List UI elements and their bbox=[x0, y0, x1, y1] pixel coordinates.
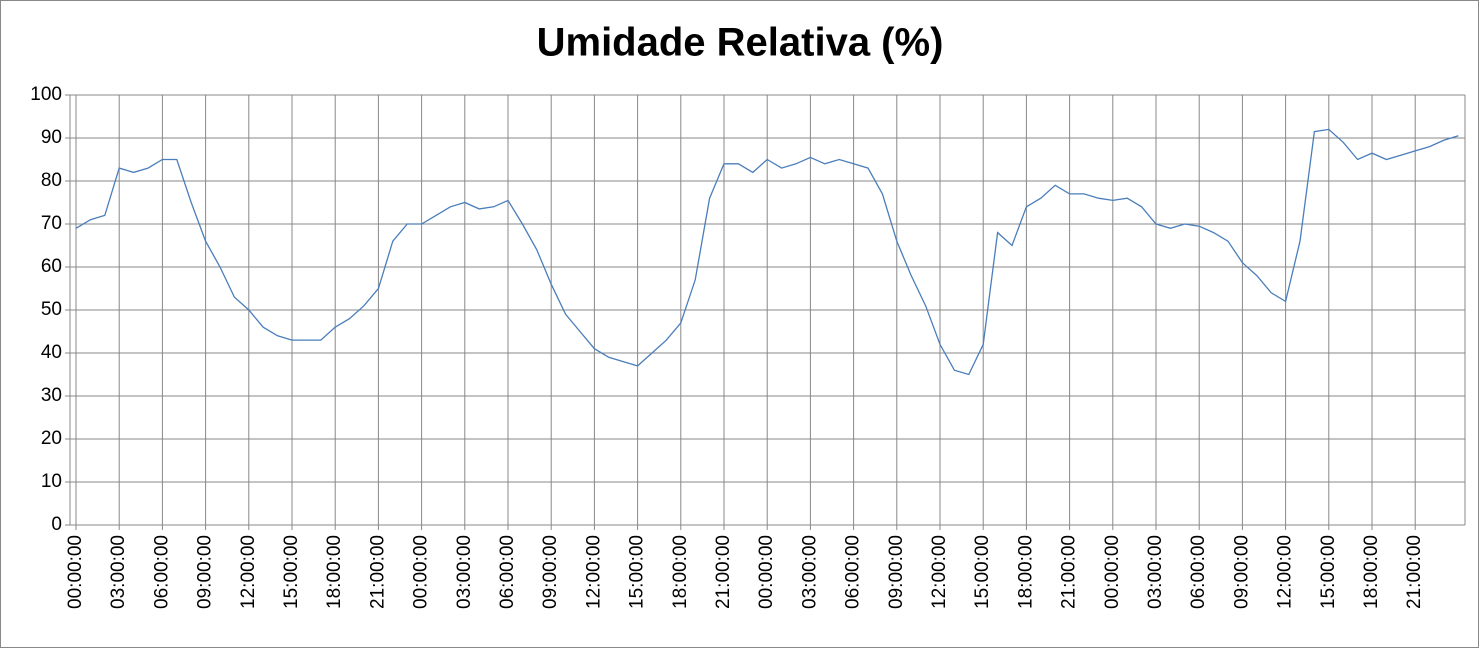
y-tick-label: 20 bbox=[41, 428, 62, 449]
x-tick-label: 09:00:00 bbox=[1231, 535, 1252, 609]
x-tick-label: 15:00:00 bbox=[281, 535, 302, 609]
x-tick-label: 00:00:00 bbox=[411, 535, 432, 609]
x-tick-label: 18:00:00 bbox=[1361, 535, 1382, 609]
x-tick-label: 09:00:00 bbox=[195, 535, 216, 609]
x-tick-label: 18:00:00 bbox=[324, 535, 345, 609]
x-tick-label: 21:00:00 bbox=[367, 535, 388, 609]
x-tick-label: 06:00:00 bbox=[497, 535, 518, 609]
x-tick-label: 18:00:00 bbox=[670, 535, 691, 609]
y-tick-label: 50 bbox=[41, 299, 62, 320]
x-tick-label: 21:00:00 bbox=[1404, 535, 1425, 609]
y-tick-label: 100 bbox=[30, 84, 62, 105]
x-tick-label: 09:00:00 bbox=[540, 535, 561, 609]
y-tick-label: 30 bbox=[41, 385, 62, 406]
x-tick-label: 12:00:00 bbox=[583, 535, 604, 609]
x-tick-label: 21:00:00 bbox=[1059, 535, 1080, 609]
x-tick-label: 12:00:00 bbox=[1275, 535, 1296, 609]
chart-title: Umidade Relativa (%) bbox=[537, 21, 944, 65]
x-tick-label: 15:00:00 bbox=[627, 535, 648, 609]
x-tick-label: 00:00:00 bbox=[756, 535, 777, 609]
x-tick-label: 06:00:00 bbox=[151, 535, 172, 609]
y-tick-label: 10 bbox=[41, 471, 62, 492]
x-tick-label: 06:00:00 bbox=[1188, 535, 1209, 609]
x-tick-label: 09:00:00 bbox=[886, 535, 907, 609]
x-tick-label: 12:00:00 bbox=[929, 535, 950, 609]
humidity-line bbox=[75, 128, 1459, 376]
x-tick-label: 15:00:00 bbox=[1318, 535, 1339, 609]
x-tick-label: 00:00:00 bbox=[65, 535, 86, 609]
y-tick-label: 80 bbox=[41, 170, 62, 191]
x-tick-label: 03:00:00 bbox=[1145, 535, 1166, 609]
x-tick-label: 18:00:00 bbox=[1015, 535, 1036, 609]
x-tick-label: 00:00:00 bbox=[1102, 535, 1123, 609]
x-tick-label: 03:00:00 bbox=[454, 535, 475, 609]
x-tick-label: 03:00:00 bbox=[799, 535, 820, 609]
x-tick-label: 21:00:00 bbox=[713, 535, 734, 609]
y-tick-label: 60 bbox=[41, 256, 62, 277]
x-tick-label: 15:00:00 bbox=[972, 535, 993, 609]
x-tick-label: 03:00:00 bbox=[108, 535, 129, 609]
x-tick-label: 06:00:00 bbox=[843, 535, 864, 609]
y-tick-label: 0 bbox=[51, 514, 62, 535]
x-tick-label: 12:00:00 bbox=[238, 535, 259, 609]
y-tick-label: 40 bbox=[41, 342, 62, 363]
y-tick-label: 90 bbox=[41, 127, 62, 148]
y-tick-label: 70 bbox=[41, 213, 62, 234]
